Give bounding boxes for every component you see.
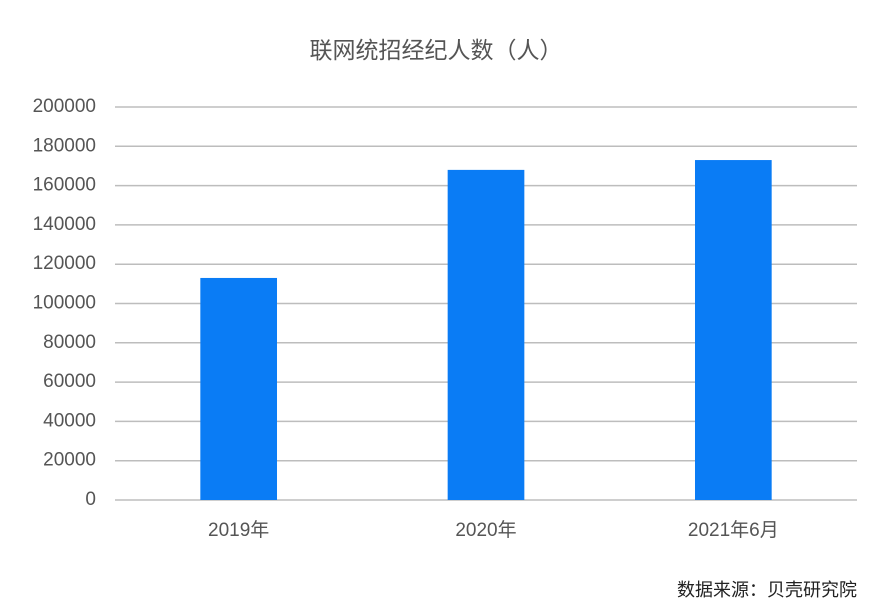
x-tick-label: 2021年6月 <box>688 519 779 541</box>
y-tick-label: 160000 <box>33 175 96 196</box>
bar <box>694 160 772 500</box>
y-tick-label: 40000 <box>43 410 96 431</box>
y-tick-label: 0 <box>85 489 96 510</box>
y-tick-label: 80000 <box>43 332 96 353</box>
x-tick-label: 2020年 <box>455 519 516 541</box>
chart-title: 联网统招经纪人数（人） <box>310 37 563 63</box>
y-tick-label: 20000 <box>43 450 96 471</box>
y-tick-label: 100000 <box>33 293 96 314</box>
y-tick-label: 140000 <box>33 214 96 235</box>
bar <box>200 277 278 500</box>
y-tick-label: 60000 <box>43 371 96 392</box>
x-tick-label: 2019年 <box>208 519 269 541</box>
source-note: 数据来源：贝壳研究院 <box>677 580 857 600</box>
y-tick-label: 120000 <box>33 253 96 274</box>
bar <box>447 169 525 500</box>
y-tick-label: 200000 <box>33 96 96 117</box>
y-tick-label: 180000 <box>33 135 96 156</box>
